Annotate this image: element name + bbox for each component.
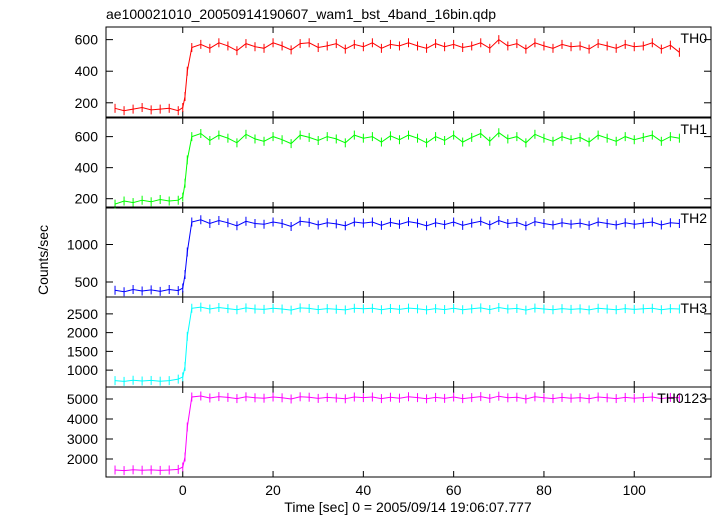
y-tick-label-th2-0: 500 bbox=[75, 274, 99, 290]
x-tick-label-0: 0 bbox=[179, 482, 187, 498]
series-line-th3 bbox=[114, 306, 680, 382]
x-tick-label-1: 20 bbox=[265, 482, 281, 498]
series-line-th2 bbox=[114, 219, 680, 293]
series-line-th0123 bbox=[114, 395, 680, 472]
chart-title: ae100021010_20050914190607_wam1_bst_4ban… bbox=[106, 6, 496, 22]
x-tick-label-3: 60 bbox=[446, 482, 462, 498]
panels: 200 400 600 TH0 200 400 600 TH1 500 1000 TH2 1000 15… bbox=[67, 26, 712, 478]
y-tick-label-th0123-1: 3000 bbox=[67, 431, 98, 447]
panel-th2: 500 1000 TH2 bbox=[67, 206, 712, 298]
series-label-th0: TH0 bbox=[681, 30, 708, 46]
y-tick-label-th0123-2: 4000 bbox=[67, 411, 98, 427]
y-tick-label-th1-0: 200 bbox=[75, 191, 99, 207]
panel-frame-th0123 bbox=[105, 386, 712, 478]
y-tick-label-th3-3: 2500 bbox=[67, 306, 98, 322]
y-tick-label-th3-1: 1500 bbox=[67, 343, 98, 359]
panel-frame-th0 bbox=[105, 26, 712, 118]
panel-th3: 1000 1500 2000 2500 TH3 bbox=[67, 296, 712, 388]
panel-th0: 200 400 600 TH0 bbox=[75, 26, 712, 118]
y-tick-label-th1-2: 600 bbox=[75, 129, 99, 145]
y-tick-label-th1-1: 400 bbox=[75, 160, 99, 176]
x-tick-label-5: 100 bbox=[623, 482, 647, 498]
series-label-th3: TH3 bbox=[681, 300, 708, 316]
y-tick-label-th3-0: 1000 bbox=[67, 362, 98, 378]
series-label-th1: TH1 bbox=[681, 121, 708, 137]
y-tick-label-th0-0: 200 bbox=[75, 95, 99, 111]
panel-frame-th1 bbox=[105, 117, 712, 209]
x-tick-label-2: 40 bbox=[356, 482, 372, 498]
x-axis-label: Time [sec] 0 = 2005/09/14 19:06:07.777 bbox=[284, 499, 532, 515]
y-tick-label-th0123-3: 5000 bbox=[67, 391, 98, 407]
series-line-th1 bbox=[114, 132, 680, 205]
panel-th1: 200 400 600 TH1 bbox=[75, 117, 712, 209]
x-axis: 0 20 40 60 80 100 bbox=[179, 482, 646, 498]
x-tick-label-4: 80 bbox=[536, 482, 552, 498]
series-label-th2: TH2 bbox=[681, 210, 708, 226]
series-label-th0123: TH0123 bbox=[657, 390, 707, 406]
y-axis-label: Counts/sec bbox=[35, 225, 51, 295]
y-tick-label-th3-2: 2000 bbox=[67, 325, 98, 341]
y-tick-label-th0-1: 400 bbox=[75, 63, 99, 79]
y-tick-label-th0123-0: 2000 bbox=[67, 451, 98, 467]
series-line-th0 bbox=[114, 38, 680, 112]
y-tick-label-th2-1: 1000 bbox=[67, 237, 98, 253]
panel-th0123: 2000 3000 4000 5000 TH0123 bbox=[67, 386, 712, 478]
y-tick-label-th0-2: 600 bbox=[75, 32, 99, 48]
